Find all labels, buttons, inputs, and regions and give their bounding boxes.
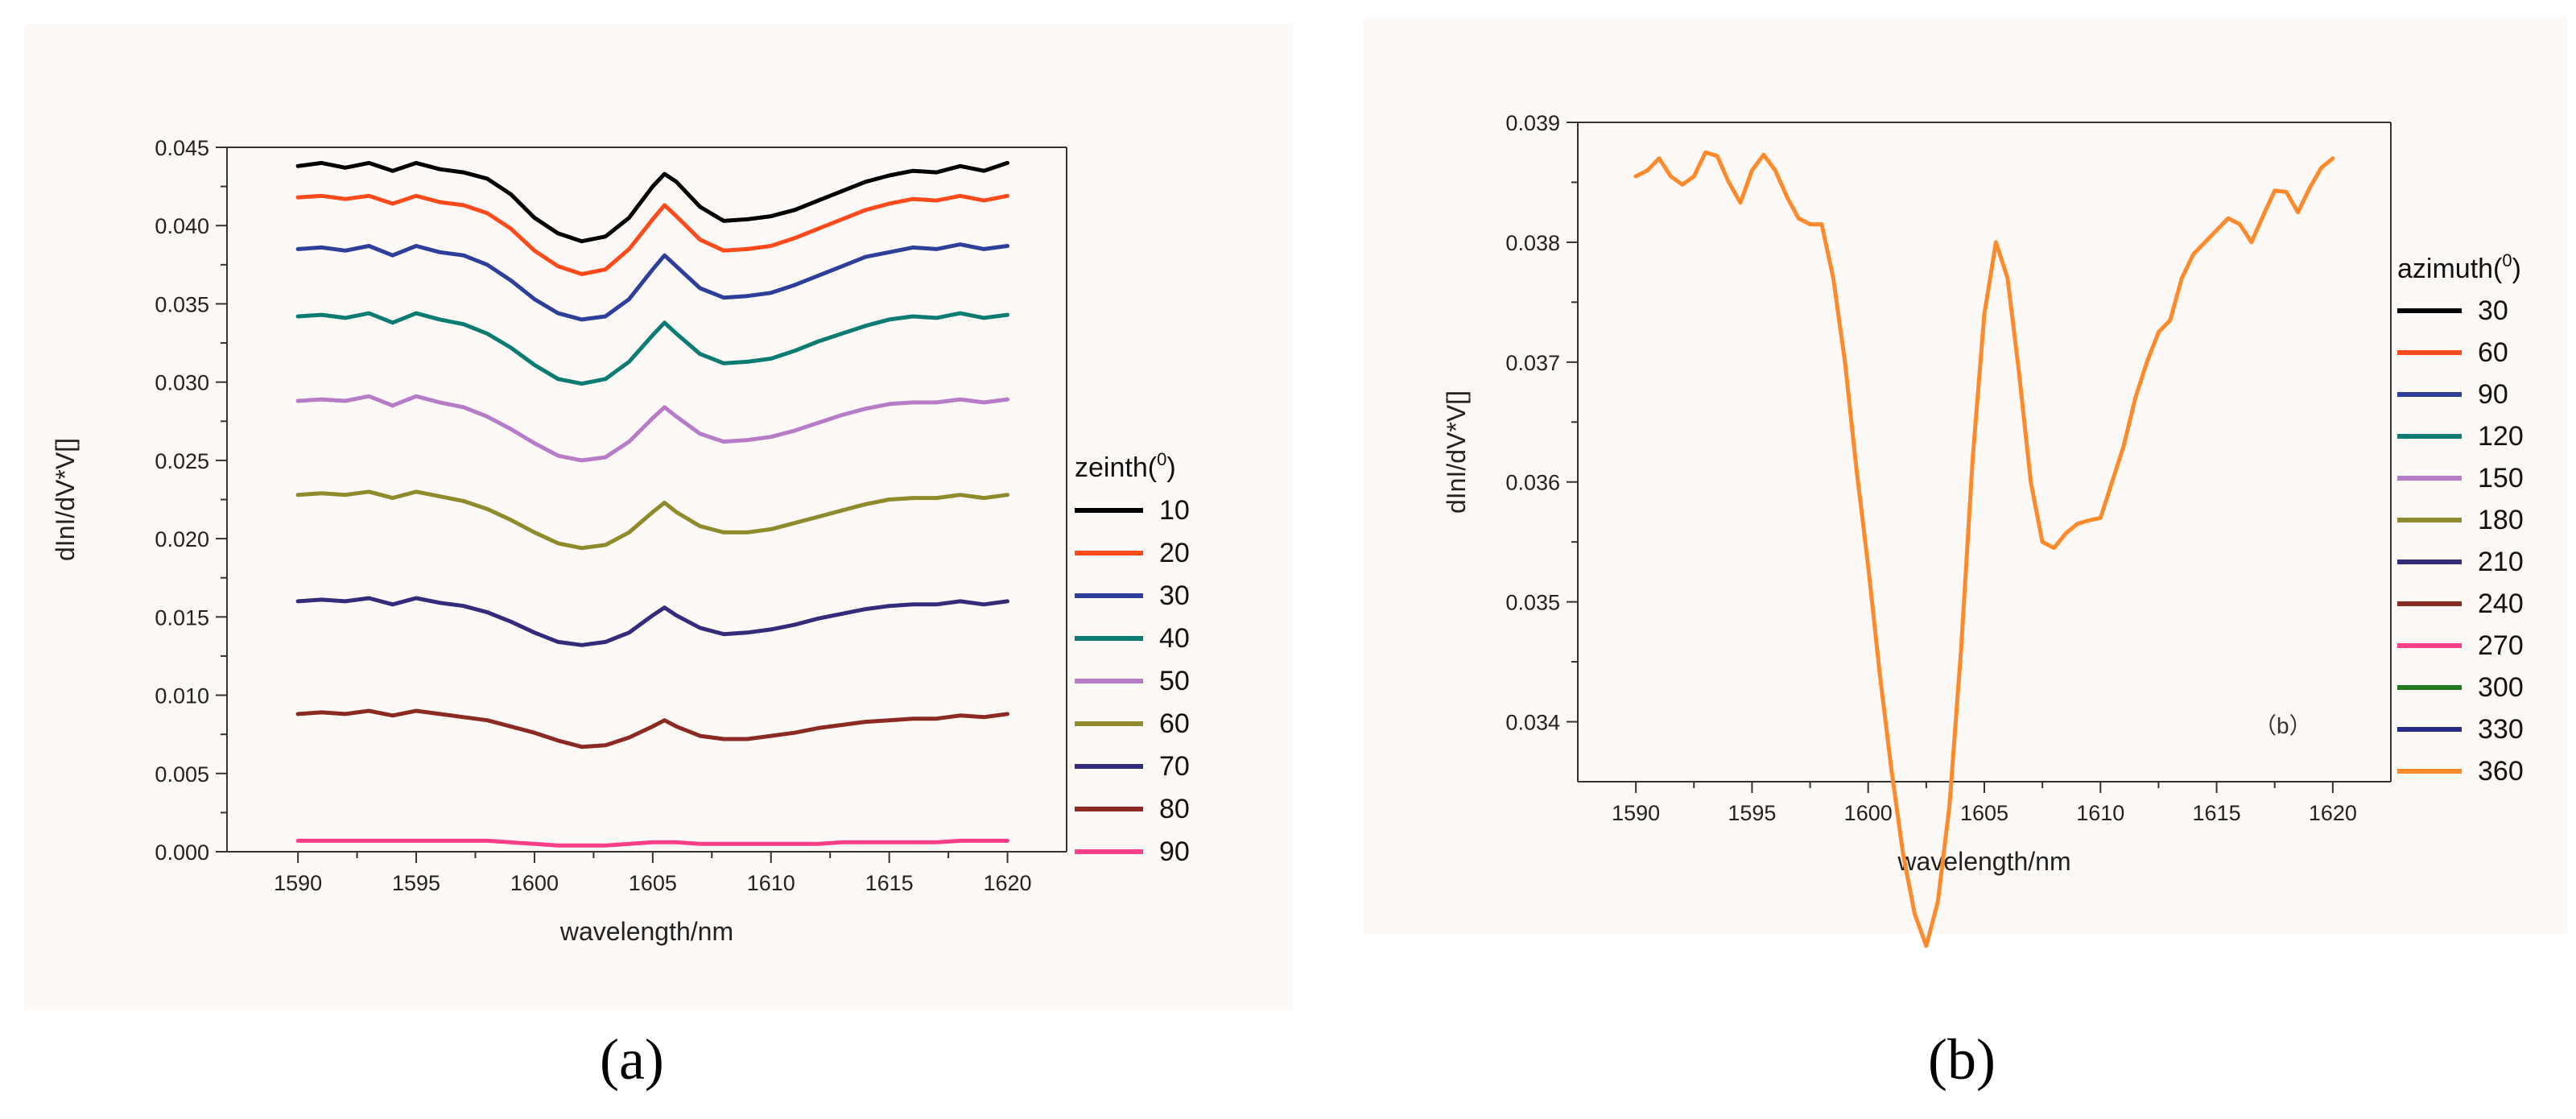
y-axis-title: dInI/dV*V[]: [51, 438, 80, 561]
y-tick-label: 0.035: [1505, 591, 1560, 615]
x-tick-label: 1600: [1844, 801, 1893, 825]
legend-label-60: 60: [1159, 708, 1190, 739]
x-tick-label: 1615: [2193, 801, 2241, 825]
legend-label-210: 210: [2478, 547, 2524, 577]
y-tick-label: 0.025: [155, 449, 209, 473]
legend-label-30: 30: [2478, 295, 2508, 326]
series-line-40: [295, 311, 1009, 386]
series-line-50: [295, 394, 1009, 463]
y-tick-label: 0.045: [155, 136, 209, 160]
x-tick-label: 1620: [2309, 801, 2357, 825]
legend-label-330: 330: [2478, 714, 2524, 745]
legend-title-main: zeinth(: [1075, 452, 1158, 483]
x-tick-label: 1590: [274, 871, 322, 895]
y-axis-title: dInI/dV*V[]: [1442, 390, 1471, 514]
legend-label-80: 80: [1159, 794, 1190, 824]
legend-label-150: 150: [2478, 463, 2524, 493]
legend-label-10: 10: [1159, 495, 1190, 526]
x-tick-label: 1610: [2076, 801, 2124, 825]
x-tick-label: 1590: [1612, 801, 1660, 825]
y-tick-label: 0.020: [155, 527, 209, 551]
y-tick-label: 0.039: [1505, 111, 1560, 135]
legend-label-30: 30: [1159, 580, 1190, 611]
x-tick-label: 1620: [984, 871, 1032, 895]
caption-b: (b): [1928, 1027, 1996, 1092]
legend-title-end: ): [2512, 254, 2521, 284]
series-line-30: [295, 242, 1009, 322]
series-line-70: [295, 596, 1009, 647]
x-tick-label: 1605: [1960, 801, 2008, 825]
legend-label-240: 240: [2478, 588, 2524, 619]
x-tick-label: 1615: [865, 871, 914, 895]
x-tick-label: 1595: [1728, 801, 1776, 825]
legend-label-50: 50: [1159, 666, 1190, 696]
legend-label-90: 90: [1159, 836, 1190, 867]
y-tick-label: 0.010: [155, 684, 209, 708]
legend-label-40: 40: [1159, 623, 1190, 654]
y-tick-label: 0.030: [155, 371, 209, 395]
panel-annotation: （b）: [2254, 713, 2312, 738]
x-tick-label: 1600: [510, 871, 559, 895]
x-axis-title: wavelength/nm: [559, 917, 733, 946]
y-tick-label: 0.038: [1505, 231, 1560, 255]
y-tick-label: 0.005: [155, 762, 209, 787]
y-tick-label: 0.040: [155, 214, 209, 238]
legend-label-360: 360: [2478, 756, 2524, 787]
series-line-60: [295, 489, 1009, 551]
legend-label-60: 60: [2478, 337, 2508, 368]
caption-a: (a): [600, 1027, 664, 1092]
legend-title-sup: 0: [2502, 250, 2512, 270]
panel-a-background: [24, 24, 1292, 1010]
x-axis-title: wavelength/nm: [1897, 847, 2070, 876]
x-tick-label: 1610: [747, 871, 795, 895]
y-tick-label: 0.037: [1505, 351, 1560, 375]
series-line-80: [295, 708, 1009, 749]
legend-label-90: 90: [2478, 379, 2508, 410]
legend-title-end: ): [1166, 452, 1175, 483]
legend-title-main: azimuth(: [2397, 254, 2503, 284]
series-line-10: [295, 160, 1009, 244]
y-tick-label: 0.034: [1505, 711, 1560, 735]
legend-label-270: 270: [2478, 630, 2524, 661]
x-tick-label: 1605: [629, 871, 677, 895]
legend-title: zeinth(0): [1075, 449, 1176, 483]
legend-label-300: 300: [2478, 672, 2524, 703]
legend-label-120: 120: [2478, 421, 2524, 452]
series-line-20: [295, 193, 1009, 276]
legend-label-180: 180: [2478, 505, 2524, 535]
legend-label-20: 20: [1159, 538, 1190, 568]
legend-label-70: 70: [1159, 751, 1190, 782]
y-tick-label: 0.035: [155, 292, 209, 316]
y-tick-label: 0.036: [1505, 471, 1560, 495]
legend-title: azimuth(0): [2397, 250, 2521, 284]
legend-title-sup: 0: [1157, 449, 1166, 469]
x-tick-label: 1595: [392, 871, 440, 895]
series-line-360: [1633, 150, 2335, 948]
y-tick-label: 0.000: [155, 840, 209, 865]
series-line-90: [295, 838, 1009, 848]
y-tick-label: 0.015: [155, 605, 209, 630]
